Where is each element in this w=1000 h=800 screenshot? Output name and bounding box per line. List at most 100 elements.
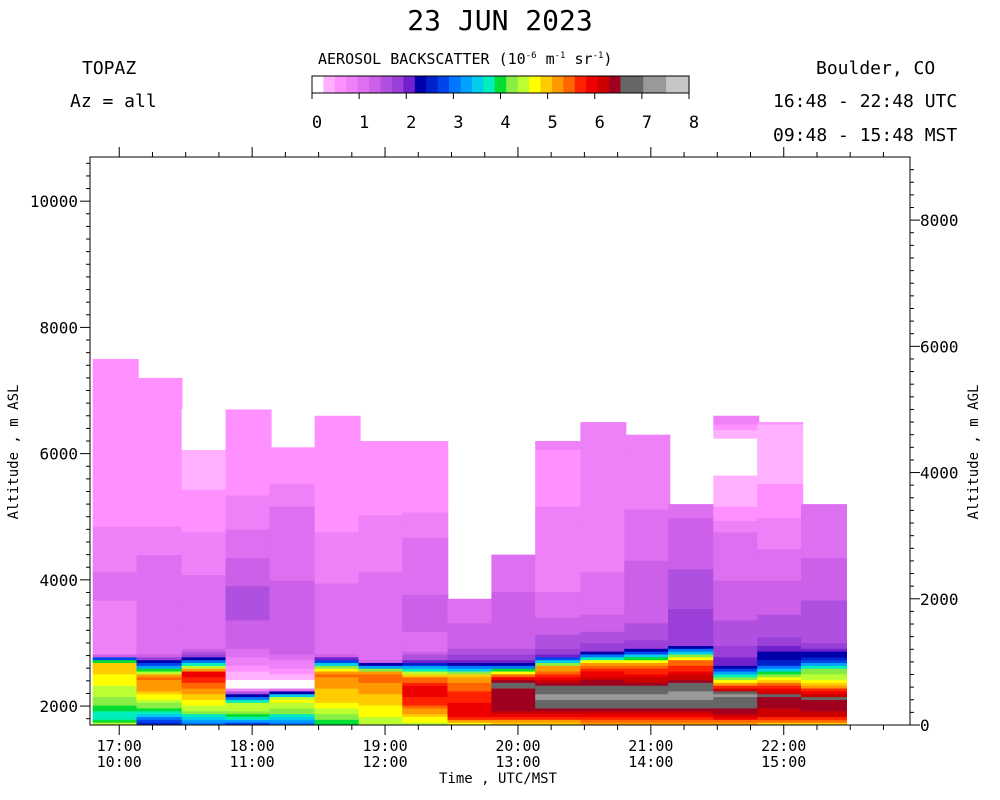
backscatter-cell — [92, 537, 139, 541]
backscatter-cell — [225, 713, 272, 717]
backscatter-cell — [181, 654, 228, 658]
backscatter-cell — [358, 636, 405, 641]
backscatter-cell — [580, 531, 627, 536]
backscatter-cell — [136, 693, 183, 698]
backscatter-cell — [713, 486, 760, 490]
backscatter-cell — [713, 429, 760, 433]
backscatter-cell — [624, 617, 671, 621]
backscatter-cell — [624, 611, 671, 615]
backscatter-cell — [269, 634, 316, 638]
backscatter-cell — [491, 719, 538, 723]
backscatter-cell — [358, 452, 405, 456]
backscatter-cell — [402, 551, 449, 556]
backscatter-cell — [269, 716, 316, 720]
backscatter-cell — [801, 634, 847, 638]
backscatter-cell — [136, 378, 183, 382]
backscatter-cell — [580, 422, 627, 425]
backscatter-cell — [757, 512, 804, 516]
backscatter-cell — [580, 648, 627, 652]
backscatter-cell — [92, 520, 139, 524]
backscatter-cell — [358, 707, 405, 712]
backscatter-cell — [92, 713, 139, 717]
backscatter-cell — [801, 722, 847, 726]
backscatter-cell — [668, 648, 715, 652]
colorbar-swatch — [654, 76, 667, 93]
backscatter-cell — [269, 565, 316, 570]
backscatter-cell — [624, 705, 671, 709]
backscatter-cell — [402, 716, 449, 720]
backscatter-cell — [447, 634, 494, 638]
backscatter-cell — [668, 506, 715, 510]
backscatter-cell — [136, 506, 183, 510]
backscatter-cell — [580, 679, 627, 683]
backscatter-cell — [535, 446, 582, 451]
x-tick-label-utc: 21:00 — [628, 737, 673, 755]
backscatter-cell — [92, 710, 139, 715]
backscatter-cell — [447, 690, 494, 695]
backscatter-cell — [402, 500, 449, 504]
backscatter-cell — [136, 398, 183, 402]
backscatter-cell — [402, 605, 449, 610]
backscatter-cell — [358, 489, 405, 493]
backscatter-cell — [624, 443, 671, 448]
backscatter-cell — [136, 654, 183, 658]
backscatter-cell — [491, 676, 538, 681]
colorbar-swatch — [346, 76, 359, 93]
backscatter-cell — [580, 631, 627, 635]
backscatter-cell — [713, 492, 760, 496]
backscatter-cell — [136, 466, 183, 470]
backscatter-cell — [668, 565, 715, 570]
backscatter-cell — [136, 509, 183, 513]
x-tick-label-mst: 12:00 — [362, 753, 407, 771]
backscatter-cell — [535, 486, 582, 490]
backscatter-cell — [713, 688, 760, 692]
backscatter-cell — [358, 597, 405, 601]
backscatter-cell — [447, 611, 494, 615]
backscatter-cell — [580, 619, 627, 624]
backscatter-cell — [624, 568, 671, 573]
backscatter-cell — [225, 455, 272, 459]
backscatter-cell — [314, 693, 361, 698]
backscatter-cell — [580, 645, 627, 649]
backscatter-cell — [92, 389, 139, 394]
backscatter-cell — [136, 443, 183, 448]
backscatter-cell — [801, 693, 847, 698]
backscatter-cell — [136, 500, 183, 504]
backscatter-cell — [580, 560, 627, 564]
backscatter-cell — [181, 423, 228, 428]
backscatter-cell — [713, 719, 760, 723]
backscatter-cell — [358, 685, 405, 689]
backscatter-cell — [136, 597, 183, 601]
backscatter-cell — [269, 719, 316, 723]
backscatter-cell — [535, 548, 582, 553]
backscatter-cell — [757, 423, 804, 428]
backscatter-cell — [713, 645, 760, 649]
backscatter-cell — [713, 509, 760, 513]
backscatter-cell — [624, 676, 671, 681]
backscatter-cell — [757, 665, 804, 669]
backscatter-cell — [402, 543, 449, 547]
backscatter-cell — [92, 583, 139, 587]
backscatter-cell — [668, 671, 715, 675]
backscatter-cell — [757, 705, 804, 709]
profile-column — [358, 441, 405, 726]
backscatter-cell — [358, 659, 405, 664]
backscatter-cell — [535, 642, 582, 646]
backscatter-cell — [358, 458, 405, 462]
backscatter-cell — [535, 671, 582, 675]
y-tick-label-right: 2000 — [920, 590, 959, 609]
backscatter-cell — [92, 597, 139, 601]
backscatter-cell — [447, 705, 494, 709]
backscatter-cell — [136, 719, 183, 723]
backscatter-cell — [668, 520, 715, 524]
backscatter-cell — [668, 659, 715, 664]
backscatter-cell — [580, 489, 627, 493]
backscatter-cell — [535, 483, 582, 487]
backscatter-cell — [624, 551, 671, 556]
backscatter-cell — [136, 645, 183, 649]
backscatter-cell — [358, 520, 405, 524]
backscatter-cell — [358, 702, 405, 706]
backscatter-cell — [801, 719, 847, 723]
backscatter-cell — [757, 716, 804, 720]
backscatter-cell — [447, 600, 494, 604]
